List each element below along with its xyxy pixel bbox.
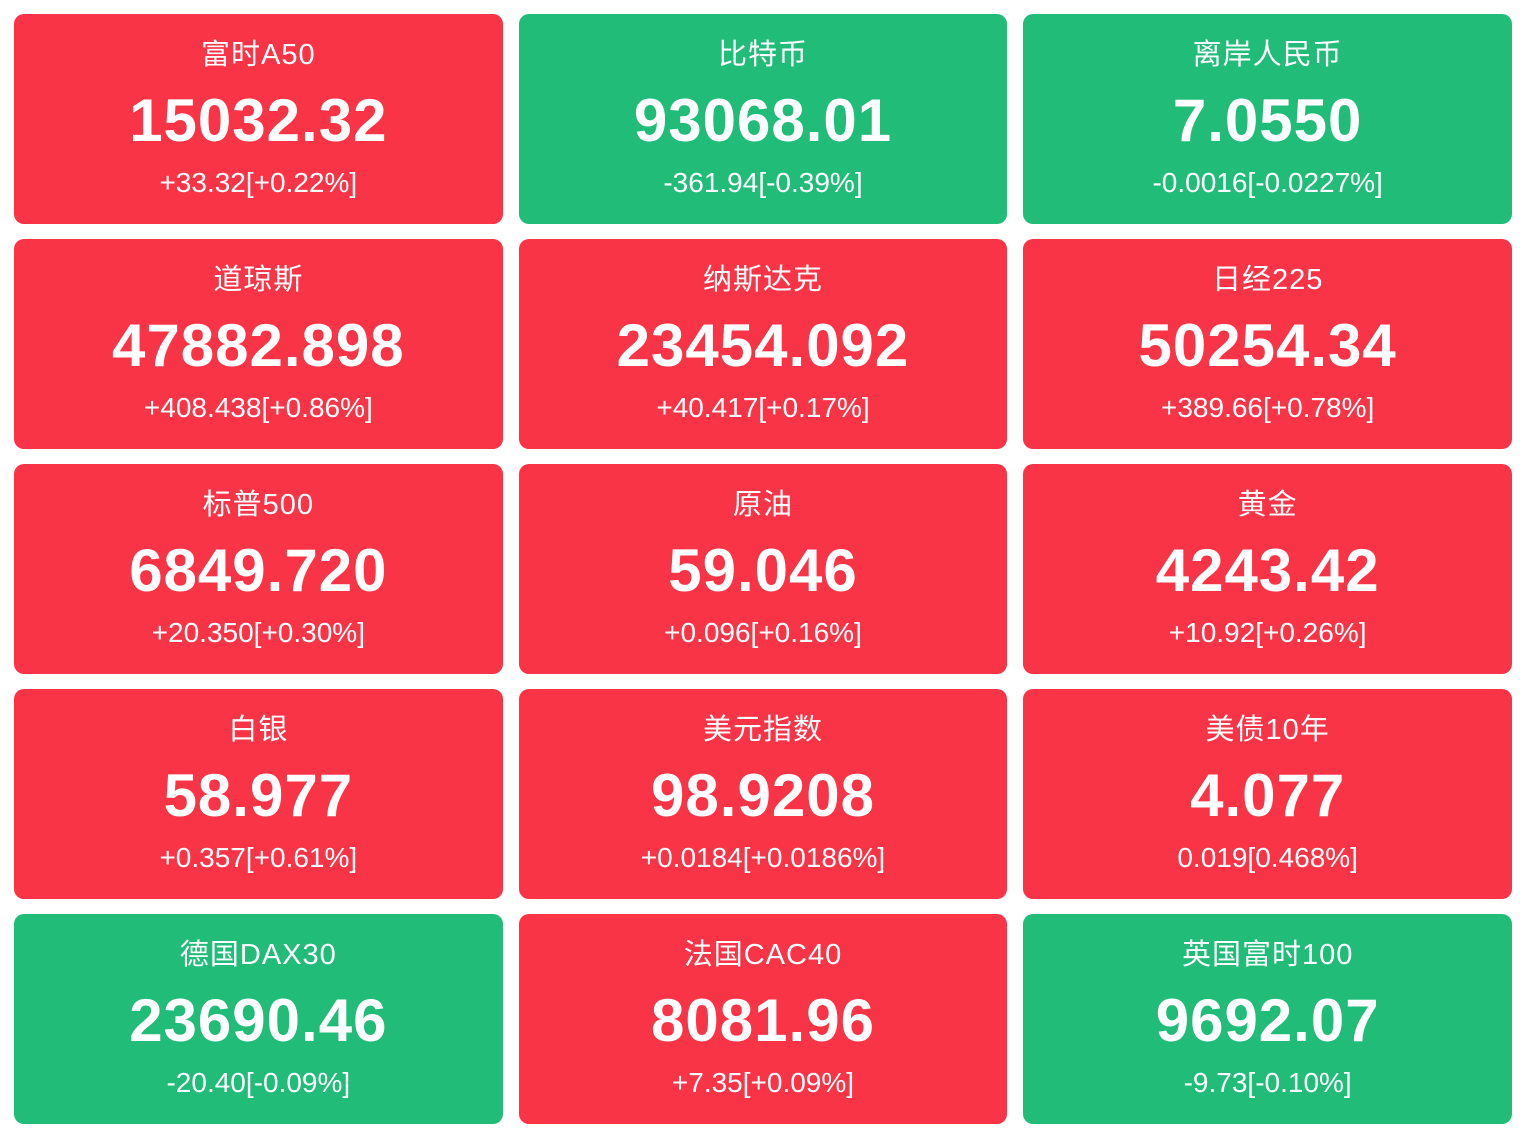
tile-change: -9.73[-0.10%] [1183,1067,1352,1099]
tile-change: +33.32[+0.22%] [159,167,358,199]
market-tile[interactable]: 纳斯达克 23454.092 +40.417[+0.17%] [518,239,1008,449]
tile-change: +20.350[+0.30%] [151,617,365,649]
tile-title: 美元指数 [702,714,823,747]
tile-value: 47882.898 [112,312,405,380]
tile-value: 23690.46 [129,987,388,1055]
tile-value: 23454.092 [616,312,910,380]
tile-change: +0.096[+0.16%] [664,617,862,649]
tile-change: +40.417[+0.17%] [656,392,870,424]
tile-title: 英国富时100 [1181,939,1354,972]
market-tile[interactable]: 德国DAX30 23690.46 -20.40[-0.09%] [14,914,503,1124]
tile-value: 93068.01 [633,87,893,155]
market-tile[interactable]: 标普500 6849.720 +20.350[+0.30%] [14,464,503,674]
tile-title: 比特币 [717,39,808,72]
tile-change: -0.0016[-0.0227%] [1152,167,1383,199]
tile-value: 59.046 [668,537,858,605]
market-tile[interactable]: 法国CAC40 8081.96 +7.35[+0.09%] [518,914,1008,1124]
market-tile[interactable]: 离岸人民币 7.0550 -0.0016[-0.0227%] [1023,14,1512,224]
tile-title: 标普500 [202,489,315,522]
tile-change: +0.357[+0.61%] [159,842,358,874]
tile-title: 离岸人民币 [1192,39,1343,72]
tile-title: 美债10年 [1205,714,1330,747]
tile-value: 7.0550 [1172,87,1363,155]
tile-value: 4.077 [1190,762,1346,830]
tile-title: 纳斯达克 [702,264,823,297]
tile-title: 富时A50 [201,39,316,72]
tile-value: 98.9208 [651,762,875,830]
tile-title: 黄金 [1237,489,1298,522]
market-tile[interactable]: 黄金 4243.42 +10.92[+0.26%] [1023,464,1512,674]
tile-value: 50254.34 [1138,312,1397,380]
market-tile[interactable]: 美元指数 98.9208 +0.0184[+0.0186%] [518,689,1008,899]
market-tile[interactable]: 英国富时100 9692.07 -9.73[-0.10%] [1023,914,1512,1124]
tile-value: 9692.07 [1155,987,1380,1055]
tile-change: 0.019[0.468%] [1177,842,1358,874]
tile-title: 原油 [732,489,793,522]
market-tile[interactable]: 道琼斯 47882.898 +408.438[+0.86%] [14,239,503,449]
market-tile[interactable]: 比特币 93068.01 -361.94[-0.39%] [518,14,1008,224]
tile-title: 日经225 [1211,264,1324,297]
tile-title: 法国CAC40 [683,939,843,972]
market-tile[interactable]: 美债10年 4.077 0.019[0.468%] [1023,689,1512,899]
tile-value: 6849.720 [129,537,388,605]
tile-change: +10.92[+0.26%] [1168,617,1367,649]
tile-value: 4243.42 [1155,537,1380,605]
tile-value: 58.977 [163,762,354,830]
market-tile[interactable]: 日经225 50254.34 +389.66[+0.78%] [1023,239,1512,449]
market-tile[interactable]: 白银 58.977 +0.357[+0.61%] [14,689,503,899]
tile-change: +7.35[+0.09%] [671,1067,855,1099]
tile-value: 8081.96 [651,987,875,1055]
market-tile[interactable]: 富时A50 15032.32 +33.32[+0.22%] [14,14,503,224]
tile-change: +0.0184[+0.0186%] [640,842,886,874]
tile-change: +408.438[+0.86%] [143,392,373,424]
tile-change: -20.40[-0.09%] [166,1067,351,1099]
tile-title: 道琼斯 [213,264,304,297]
tile-value: 15032.32 [129,87,388,155]
tile-change: -361.94[-0.39%] [663,167,863,199]
tile-change: +389.66[+0.78%] [1161,392,1375,424]
tile-title: 德国DAX30 [179,939,337,972]
market-tile[interactable]: 原油 59.046 +0.096[+0.16%] [518,464,1008,674]
tile-title: 白银 [228,714,289,747]
